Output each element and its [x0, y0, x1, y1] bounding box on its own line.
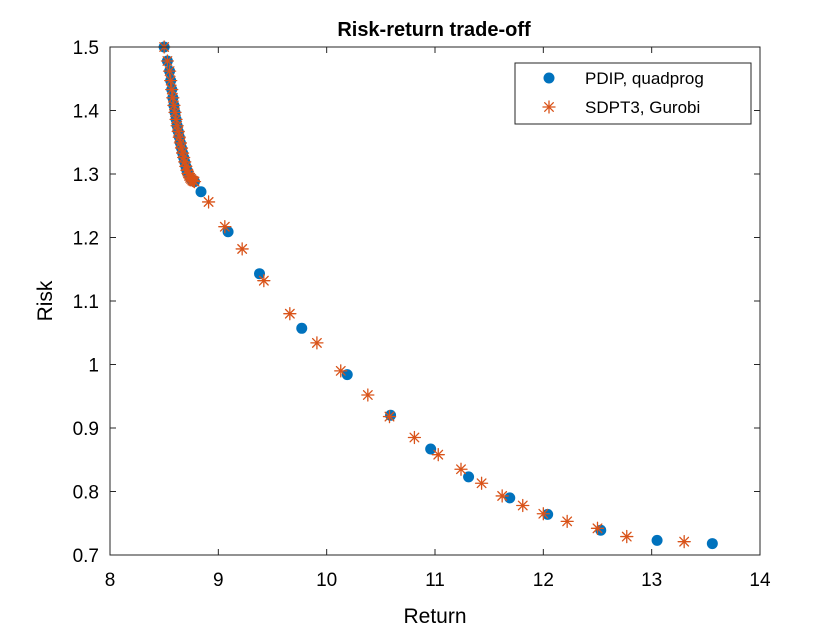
y-axis-label: Risk	[34, 280, 57, 321]
legend-marker-sdpt3-gurobi	[542, 100, 556, 114]
data-point-circle	[706, 538, 718, 550]
data-point-asterisk	[187, 174, 202, 189]
data-point-asterisk	[171, 124, 185, 139]
data-point-asterisk	[201, 195, 216, 209]
data-point-asterisk	[454, 462, 468, 476]
legend-asterisk-icon	[542, 100, 556, 114]
axis-ticks: 8 9 10 11 12 13 14 0.7 0.8 0.9 1 1.1 1.2 1.3 1.4 1.5	[73, 38, 771, 591]
legend: PDIP, quadprog SDPT3, Gurobi	[514, 62, 752, 125]
legend-label-pdip-quadprog: PDIP, quadprog	[585, 69, 704, 88]
plot-area	[110, 47, 760, 555]
x-tick-label: 12	[533, 570, 554, 591]
legend-marker-pdip-quadprog	[543, 72, 555, 84]
x-axis-label: Return	[403, 605, 466, 628]
y-tick-label: 0.8	[73, 483, 99, 504]
data-point-circle	[254, 268, 265, 280]
data-point-asterisk	[160, 54, 175, 68]
data-point-asterisk	[677, 535, 691, 549]
y-tick-label: 0.7	[73, 546, 99, 567]
data-point-circle	[463, 471, 475, 483]
y-tick-label: 1.1	[73, 292, 99, 313]
chart-title: Risk-return trade-off	[337, 19, 531, 41]
data-point-asterisk	[172, 130, 186, 144]
legend-circle-icon	[543, 72, 555, 84]
data-point-asterisk	[361, 388, 375, 402]
data-point-asterisk	[516, 498, 530, 513]
x-tick-label: 9	[213, 570, 224, 591]
data-point-asterisk	[334, 364, 348, 378]
x-tick-label: 14	[749, 570, 771, 591]
data-point-circle	[504, 492, 516, 504]
legend-label-sdpt3-gurobi: SDPT3, Gurobi	[585, 98, 700, 117]
legend-box	[514, 62, 752, 125]
y-tick-label: 1.2	[73, 229, 99, 250]
data-points	[157, 40, 718, 550]
data-point-asterisk	[257, 274, 271, 288]
data-point-asterisk	[474, 476, 489, 490]
data-point-asterisk	[310, 336, 324, 350]
series-1	[157, 40, 691, 549]
data-point-asterisk	[165, 82, 179, 97]
x-tick-label: 10	[316, 570, 337, 591]
y-tick-label: 1.5	[73, 38, 99, 59]
data-point-asterisk	[590, 521, 605, 535]
data-point-asterisk	[536, 507, 550, 521]
y-tick-label: 1.4	[73, 102, 100, 123]
data-point-asterisk	[495, 489, 509, 503]
data-point-asterisk	[407, 430, 422, 445]
y-tick-label: 0.9	[73, 419, 99, 440]
axes-frame	[109, 46, 761, 556]
data-point-asterisk	[620, 529, 634, 544]
data-point-circle	[341, 369, 353, 381]
data-point-asterisk	[431, 448, 445, 462]
data-point-asterisk	[170, 119, 184, 133]
y-tick-label: 1	[88, 356, 99, 377]
data-point-asterisk	[235, 242, 249, 256]
data-point-asterisk	[560, 514, 574, 528]
x-tick-label: 11	[425, 570, 445, 591]
y-tick-label: 1.3	[73, 165, 99, 186]
data-point-circle	[195, 186, 207, 198]
data-point-circle	[651, 534, 663, 546]
data-point-circle	[296, 322, 308, 334]
data-point-circle	[425, 443, 437, 455]
data-point-asterisk	[162, 64, 177, 78]
data-point-asterisk	[382, 409, 397, 424]
x-tick-label: 8	[105, 570, 116, 591]
x-tick-label: 13	[641, 570, 662, 591]
data-point-asterisk	[218, 220, 232, 234]
data-point-asterisk	[164, 74, 178, 88]
data-point-asterisk	[169, 112, 183, 127]
data-point-asterisk	[283, 307, 297, 321]
